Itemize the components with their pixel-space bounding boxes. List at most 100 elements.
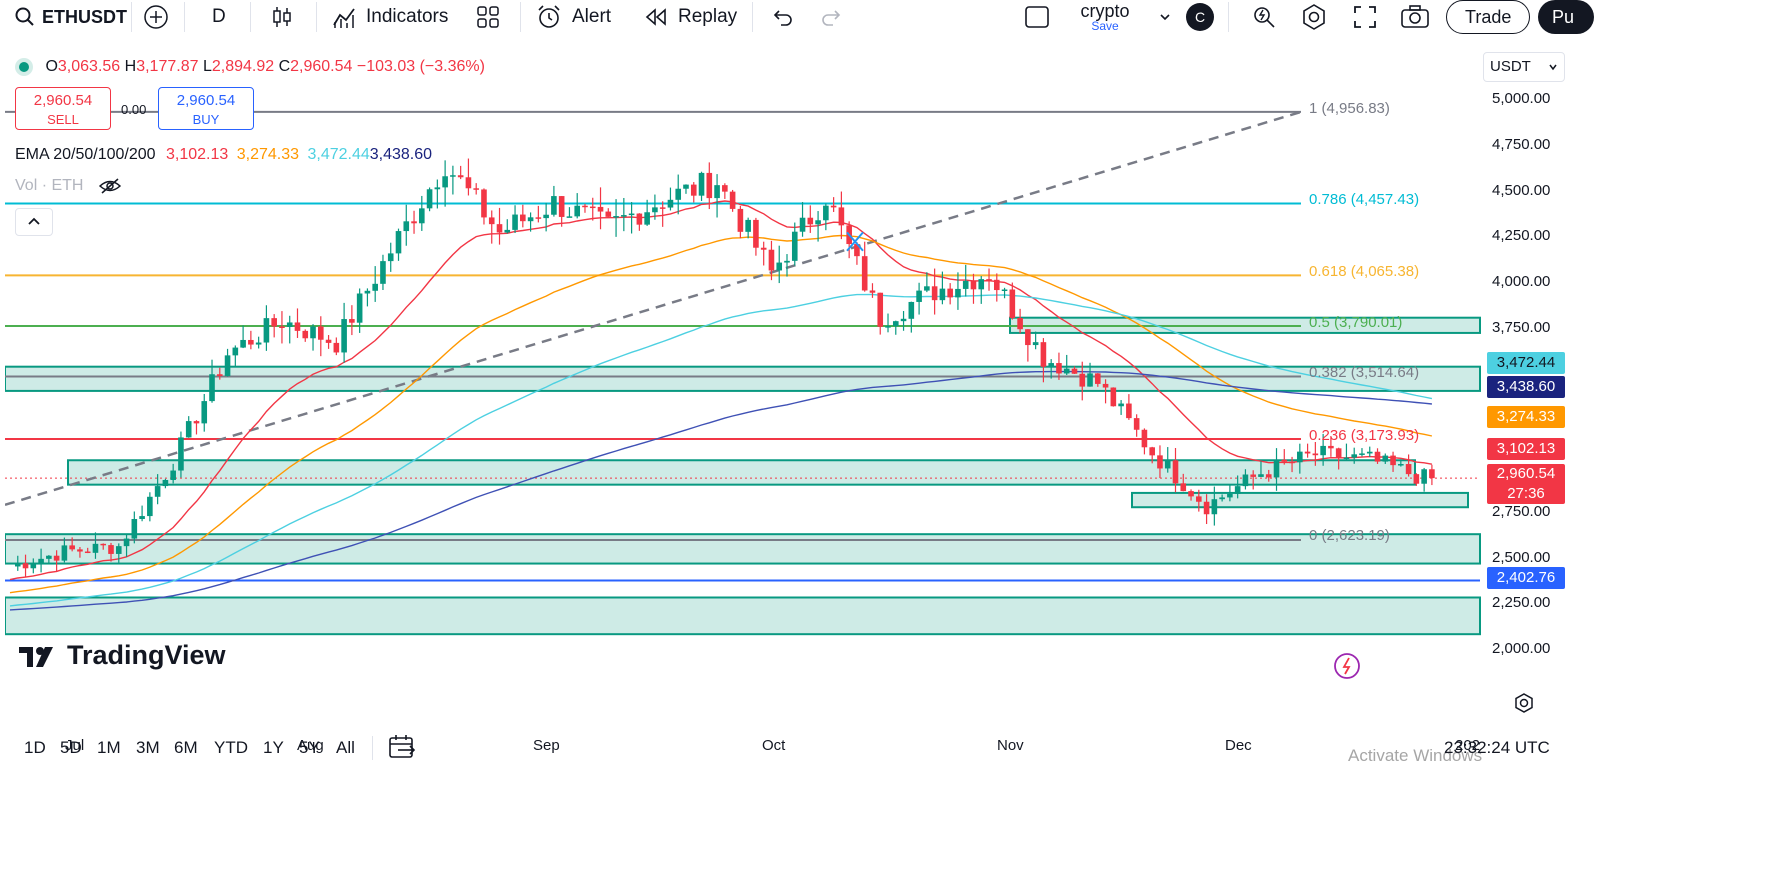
candle-body [216, 374, 223, 377]
candle-body [1110, 387, 1117, 407]
candle-body [652, 207, 658, 213]
candle-body [683, 184, 689, 189]
range-ytd[interactable]: YTD [214, 738, 248, 757]
candle-body [838, 207, 845, 226]
indicators-button[interactable]: Indicators [332, 0, 448, 34]
eye-hidden-icon[interactable] [98, 177, 122, 195]
chart-type-button[interactable] [270, 0, 294, 34]
symbol-search[interactable]: ETHUSDT [14, 0, 127, 34]
range-3m[interactable]: 3M [136, 738, 160, 757]
candle-body [1079, 373, 1086, 387]
candle-body [955, 288, 961, 298]
layout-menu-button[interactable] [1158, 0, 1172, 34]
tradingview-logo[interactable]: TradingView [19, 640, 226, 671]
candle-body [450, 175, 456, 177]
range-all[interactable]: All [336, 738, 355, 757]
candle-body [823, 205, 829, 221]
candle-body [722, 185, 728, 192]
candle-body [776, 262, 783, 271]
quick-search-button[interactable] [1251, 0, 1277, 34]
layout-square-icon [1025, 6, 1049, 28]
candle-body [698, 172, 705, 196]
currency-selector[interactable]: USDT [1483, 52, 1565, 82]
candle-body [465, 177, 472, 189]
candle-body [799, 217, 806, 232]
time-tick: Oct [762, 737, 786, 754]
candle-body [185, 421, 192, 438]
range-5d[interactable]: 5D [60, 738, 82, 757]
candle-body [426, 189, 433, 209]
publish-button[interactable]: Pu [1538, 0, 1595, 34]
sell-button[interactable]: 2,960.54 SELL [15, 87, 111, 130]
alert-button[interactable]: Alert [536, 0, 611, 34]
range-1d[interactable]: 1D [24, 738, 46, 757]
candle-body [154, 486, 161, 497]
ema50-line [9, 234, 1433, 594]
fib-label-0618: 0.618 (4,065.38) [1309, 263, 1420, 280]
time-tick: Nov [997, 737, 1024, 754]
candle-body [115, 546, 122, 554]
candle-body [613, 216, 619, 218]
candle-body [302, 330, 309, 339]
settings-button[interactable] [1300, 0, 1328, 34]
candle-body [139, 516, 145, 520]
ema-legend[interactable]: EMA 20/50/100/200 3,102.13 3,274.33 3,47… [15, 146, 432, 164]
candle-body [1063, 368, 1070, 374]
candle-body [566, 216, 573, 218]
avatar-button[interactable]: C [1186, 0, 1214, 34]
chart-area[interactable]: O3,063.56 H3,177.87 L2,894.92 C 2,960.54 … [5, 44, 1768, 869]
price-tick: 5,000.00 [1492, 90, 1551, 107]
candle-body [535, 217, 542, 219]
candle-body [1102, 383, 1109, 388]
redo-button[interactable] [820, 0, 842, 34]
candle-body [574, 205, 581, 217]
fullscreen-button[interactable] [1352, 0, 1378, 34]
chart-canvas[interactable] [5, 44, 1768, 869]
utc-clock[interactable]: 23:32:24 UTC [1444, 738, 1550, 757]
candle-body [753, 219, 759, 248]
time-tick: Sep [533, 737, 560, 754]
trade-button[interactable]: Trade [1446, 0, 1531, 34]
compare-symbol-button[interactable] [143, 0, 169, 34]
candle-body [419, 208, 425, 224]
undo-button[interactable] [772, 0, 794, 34]
buy-button[interactable]: 2,960.54 BUY [158, 87, 254, 130]
candle-body [38, 558, 44, 565]
range-1y[interactable]: 1Y [263, 738, 284, 757]
candle-body [1188, 491, 1194, 497]
zone-5 [5, 596, 1481, 636]
candle-body [1172, 460, 1179, 484]
time-tick: 202 [1455, 737, 1481, 754]
symbol-status-dot[interactable] [19, 61, 29, 72]
candle-body [1366, 451, 1373, 454]
chevron-up-icon [28, 217, 40, 225]
interval-button[interactable]: D [212, 6, 226, 27]
zone-2 [67, 459, 1416, 486]
publish-label: Pu [1538, 0, 1595, 34]
replay-button[interactable]: Replay [644, 0, 737, 34]
range-1m[interactable]: 1M [97, 738, 121, 757]
layout-name-button[interactable]: crypto Save [1070, 0, 1140, 34]
range-6m[interactable]: 6M [174, 738, 198, 757]
volume-legend[interactable]: Vol · ETH [15, 177, 122, 195]
snapshot-button[interactable] [1400, 0, 1430, 34]
axis-settings-button[interactable] [1513, 692, 1535, 719]
candle-body [372, 283, 378, 291]
fib-label-0786: 0.786 (4,457.43) [1309, 191, 1420, 208]
bar-countdown: 27:36 [1507, 485, 1545, 502]
go-to-date-button[interactable] [388, 734, 416, 765]
templates-button[interactable] [476, 0, 500, 34]
fib-label-1: 1 (4,956.83) [1309, 100, 1390, 117]
last-price-label: 2,960.54 27:36 [1487, 464, 1565, 504]
collapse-legend-button[interactable] [15, 208, 53, 236]
zone-0 [5, 365, 1481, 392]
candle-body [869, 290, 876, 293]
bottom-toolbar: 1D 5D 1M 3M 6M YTD 1Y 5Y All Activate Wi… [0, 728, 1768, 768]
layout-toggle-button[interactable] [1024, 0, 1050, 34]
candle-body [434, 187, 441, 190]
candle-body [1328, 445, 1334, 449]
candle-body [325, 339, 332, 343]
range-5y[interactable]: 5Y [299, 738, 320, 757]
lightning-badge-button[interactable] [1333, 652, 1361, 685]
time-tick: Jul [65, 737, 85, 754]
